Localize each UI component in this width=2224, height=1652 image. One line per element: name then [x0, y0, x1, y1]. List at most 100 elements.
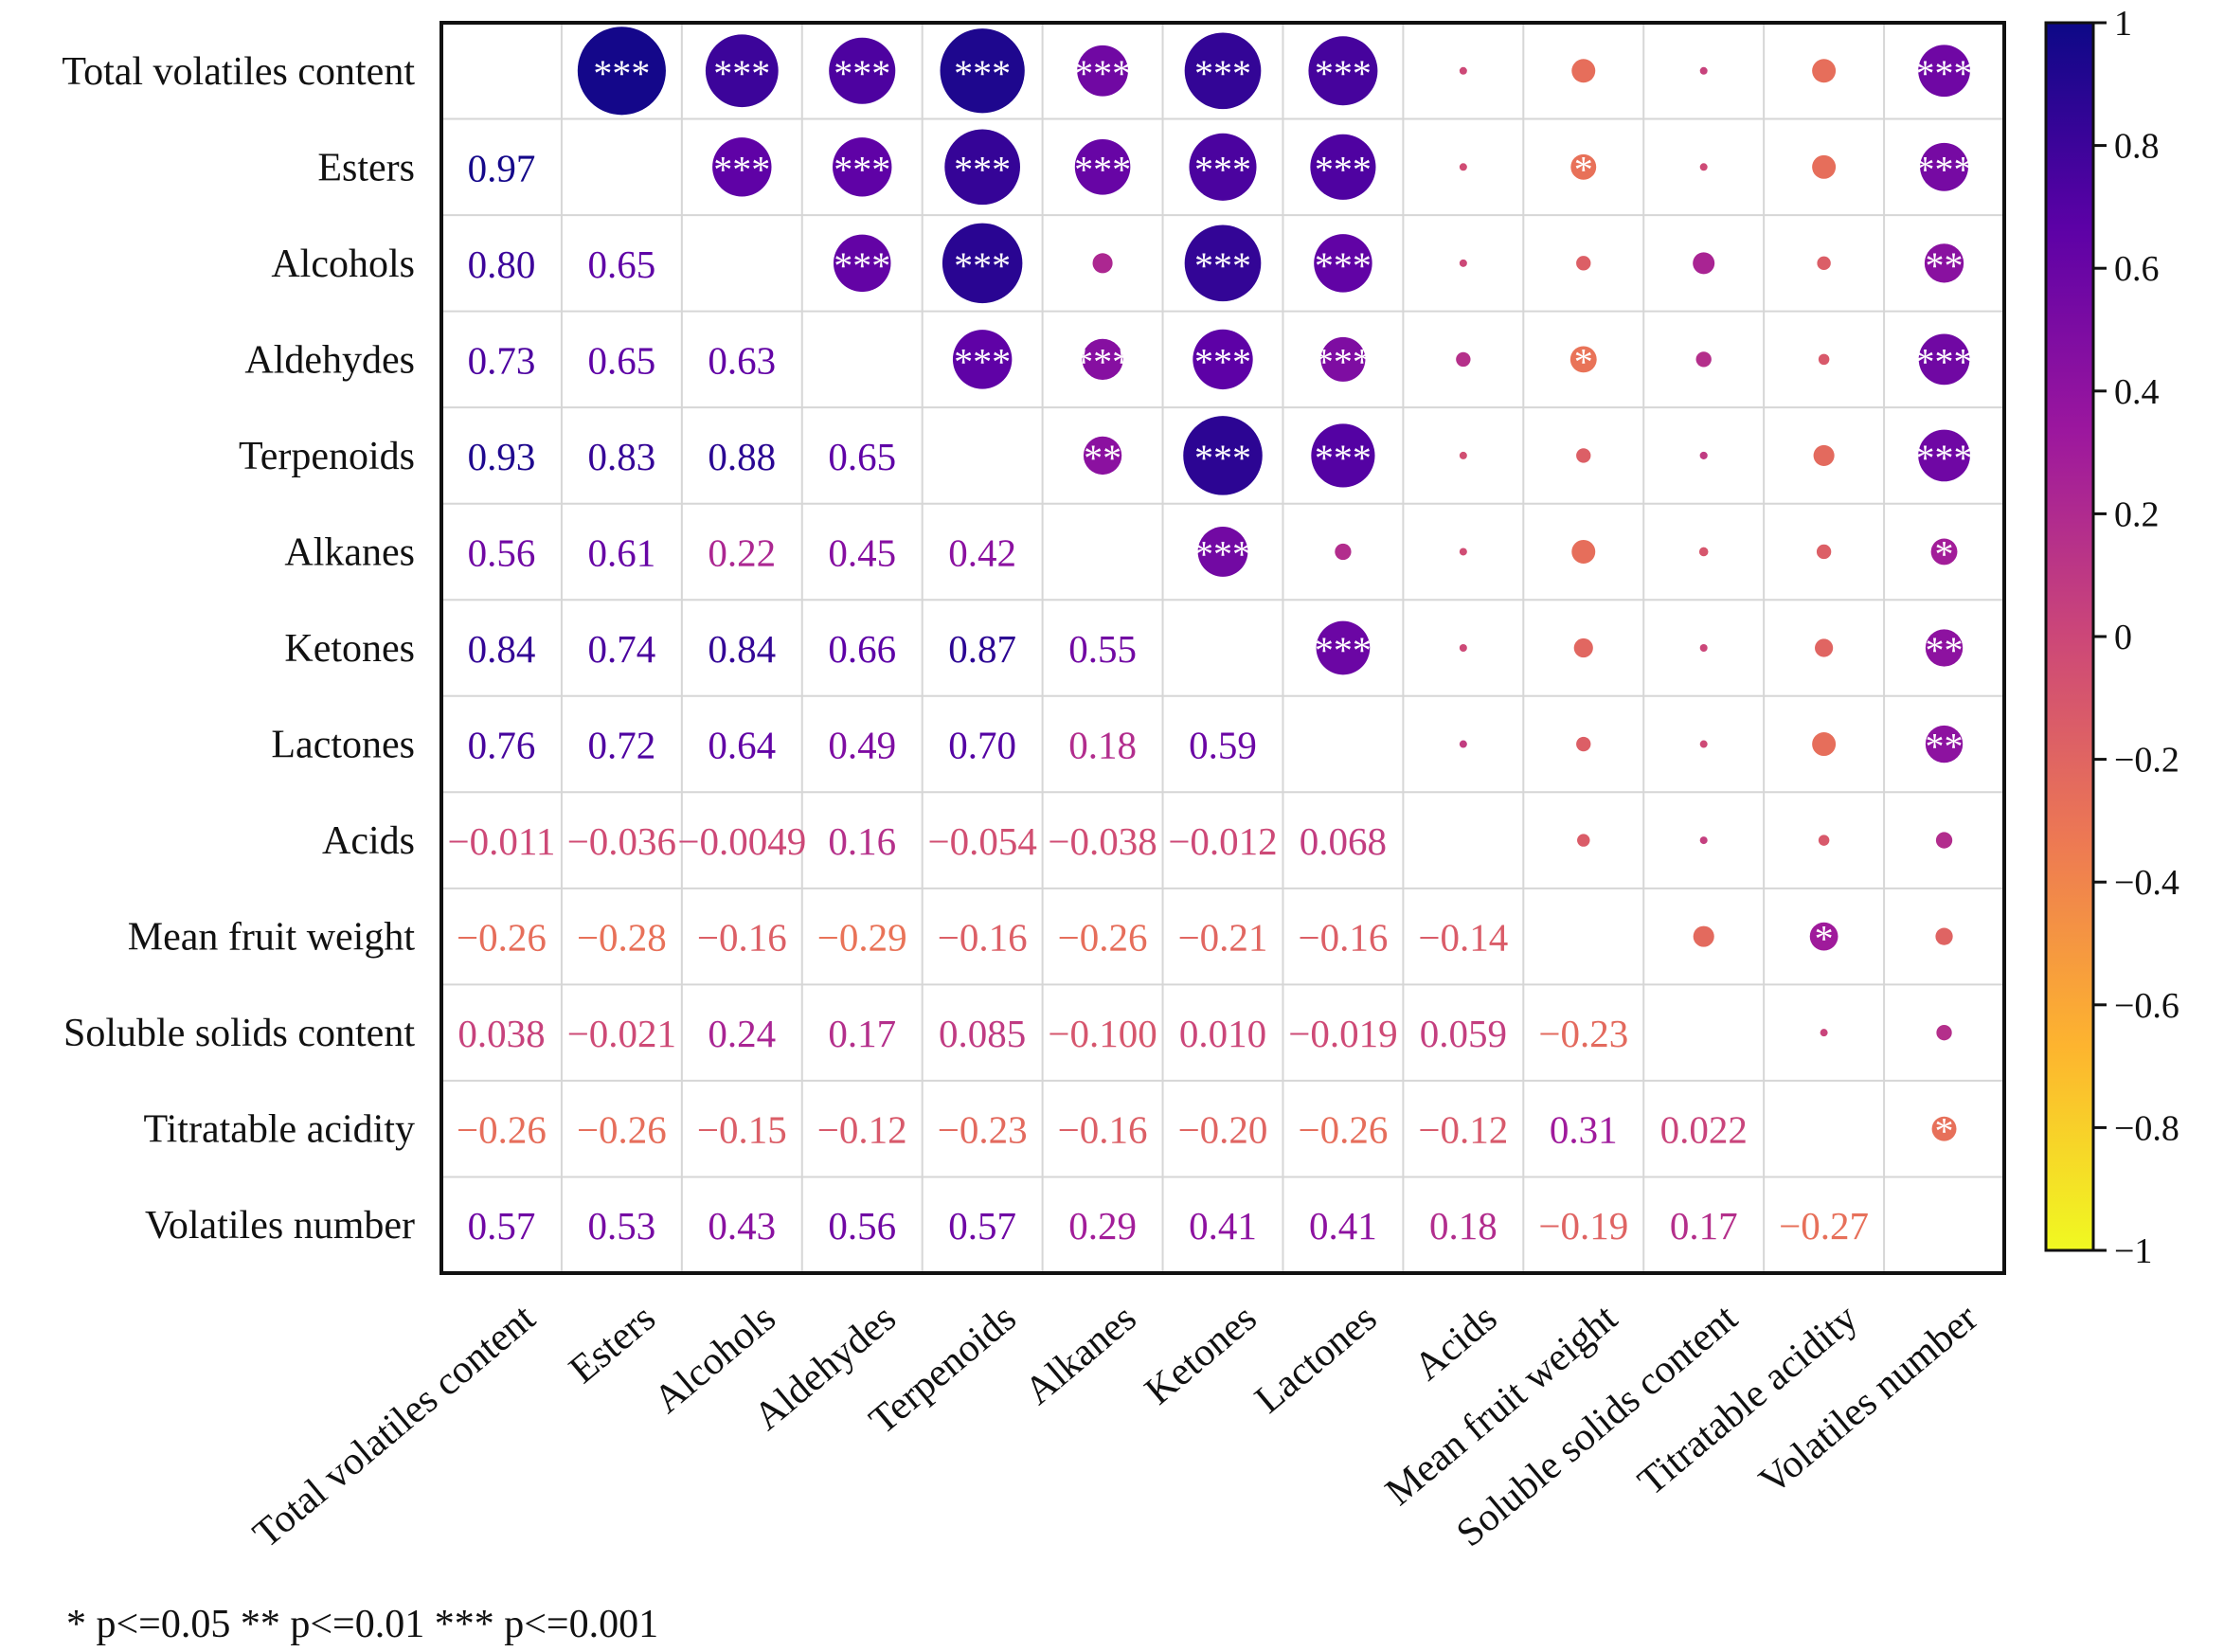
- significance-stars: ***: [1315, 629, 1372, 672]
- corr-circle: [705, 34, 779, 108]
- significance-stars: ***: [1074, 340, 1131, 383]
- corr-value: −0.0049: [677, 819, 806, 863]
- corr-circle: [1310, 134, 1376, 200]
- corr-circle: [1699, 163, 1708, 171]
- significance-stars: ***: [834, 244, 890, 287]
- row-label: Lactones: [271, 724, 415, 767]
- corr-value: 0.24: [708, 1012, 776, 1055]
- corr-value: −0.12: [1418, 1108, 1508, 1152]
- corr-value: −0.011: [448, 819, 556, 863]
- significance-stars: **: [1084, 437, 1121, 479]
- corr-value: −0.19: [1538, 1204, 1628, 1248]
- corr-value: 0.84: [708, 627, 776, 671]
- corr-circle: [1699, 644, 1708, 652]
- corr-circle: [1571, 539, 1596, 564]
- significance-stars: ***: [713, 52, 770, 95]
- row-label: Volatiles number: [145, 1204, 415, 1248]
- column-label: Acids: [1407, 1296, 1506, 1389]
- corr-value: −0.16: [1298, 916, 1388, 960]
- corr-value: 0.97: [468, 146, 536, 189]
- corr-circle: [1077, 45, 1128, 97]
- corr-circle: [1693, 252, 1715, 275]
- corr-value: −0.26: [577, 1108, 667, 1152]
- corr-circle: [1812, 154, 1837, 179]
- corr-circle: [1813, 444, 1835, 466]
- corr-value: −0.021: [567, 1012, 676, 1055]
- corr-value: 0.038: [457, 1012, 545, 1055]
- column-label: Total volatiles content: [245, 1296, 544, 1556]
- row-label: Alkanes: [284, 530, 415, 574]
- corr-circle: [1699, 740, 1708, 748]
- corr-circle: [1459, 548, 1467, 556]
- significance-stars: ***: [1315, 148, 1372, 190]
- significance-stars: ***: [1194, 52, 1251, 95]
- colorbar-tick-label: 0.8: [2114, 127, 2160, 167]
- corr-circle: [1314, 234, 1372, 293]
- corr-value: −0.12: [817, 1108, 907, 1152]
- corr-value: 0.55: [1068, 627, 1137, 671]
- corr-value: 0.57: [948, 1204, 1016, 1248]
- significance-stars: ***: [1916, 148, 1973, 190]
- corr-circle: [1699, 836, 1708, 845]
- grid-lines: [441, 23, 2004, 1273]
- corr-circle: [1918, 45, 1970, 98]
- significance-stars: ***: [1194, 148, 1251, 190]
- corr-value: −0.16: [938, 916, 1028, 960]
- corr-circle: [1693, 925, 1714, 947]
- corr-circle: [1573, 637, 1593, 658]
- significance-stars: ***: [1074, 148, 1131, 190]
- corr-circle: [1459, 259, 1467, 267]
- row-label: Soluble solids content: [63, 1012, 415, 1055]
- corr-value: −0.26: [457, 1108, 547, 1152]
- corr-value: 0.022: [1660, 1108, 1748, 1152]
- significance-stars: ***: [593, 52, 650, 95]
- corr-circle: [1820, 1029, 1828, 1037]
- corr-circle: [1320, 336, 1366, 382]
- corr-circle: [577, 27, 666, 116]
- corr-circle: [1816, 544, 1832, 560]
- corr-circle: [1936, 1024, 1952, 1041]
- corr-circle: [1931, 1116, 1957, 1141]
- corr-circle: [1459, 740, 1467, 748]
- corr-value: 0.66: [828, 627, 896, 671]
- corr-circle: [1570, 153, 1597, 180]
- corr-circle: [1920, 142, 1968, 191]
- colorbar-tick-label: −0.6: [2114, 986, 2179, 1026]
- colorbar-tick-label: 1: [2114, 4, 2132, 44]
- corr-circle: [1083, 436, 1122, 476]
- corr-circle: [1918, 333, 1970, 386]
- corr-circle: [940, 28, 1025, 114]
- corr-value: 0.74: [588, 627, 656, 671]
- significance-stars: ***: [1315, 437, 1372, 479]
- corr-circle: [1189, 133, 1257, 201]
- corr-circle: [1184, 224, 1262, 302]
- corr-value: 0.70: [948, 724, 1016, 767]
- corr-circle: [1571, 59, 1596, 83]
- corr-value: 0.83: [588, 435, 656, 478]
- corr-value: 0.56: [828, 1204, 896, 1248]
- corr-circle: [1308, 36, 1378, 106]
- row-label: Terpenoids: [239, 435, 415, 478]
- corr-circle: [1183, 416, 1263, 495]
- corr-circle: [1459, 644, 1467, 652]
- colorbar-gradient: [2044, 21, 2095, 1252]
- corr-value: 0.49: [828, 724, 896, 767]
- significance-stars: ***: [1315, 340, 1372, 383]
- corr-circle: [1925, 725, 1964, 763]
- significance-stars: ***: [1315, 52, 1372, 95]
- corr-circle: [1456, 351, 1471, 368]
- corr-circle: [1699, 66, 1708, 75]
- corr-circle: [1576, 736, 1591, 752]
- corr-circle: [1924, 243, 1964, 283]
- significance-stars: *: [1574, 148, 1593, 190]
- corr-value: −0.26: [1298, 1108, 1388, 1152]
- corr-value: 0.42: [948, 530, 1016, 574]
- corr-value: 0.53: [588, 1204, 656, 1248]
- row-label: Mean fruit weight: [128, 916, 416, 960]
- significance-stars: ***: [1916, 437, 1973, 479]
- row-label: Ketones: [284, 627, 415, 671]
- corr-value: 0.41: [1309, 1204, 1377, 1248]
- corr-value: 0.068: [1300, 819, 1387, 863]
- corr-circle: [833, 137, 892, 197]
- corr-value: 0.72: [588, 724, 656, 767]
